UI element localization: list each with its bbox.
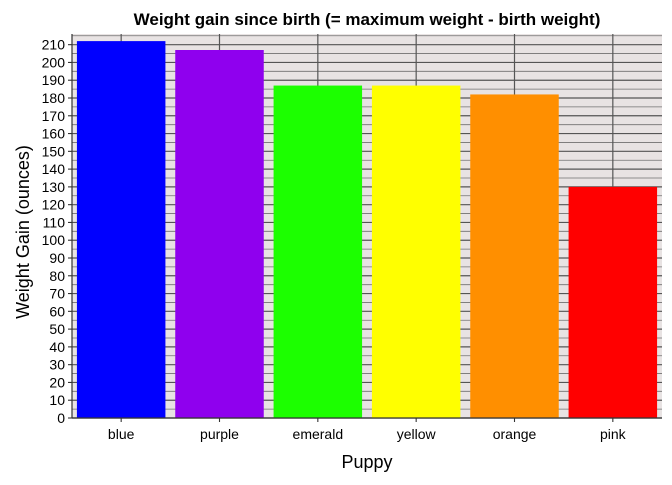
bar-purple <box>175 50 264 418</box>
y-tick-label: 160 <box>42 126 66 142</box>
x-axis-label: Puppy <box>341 452 392 472</box>
y-tick-label: 80 <box>49 268 65 284</box>
y-tick-label: 170 <box>42 108 66 124</box>
y-tick-label: 70 <box>49 286 65 302</box>
y-tick-label: 50 <box>49 321 65 337</box>
x-tick-label-blue: blue <box>108 426 135 442</box>
y-tick-label: 30 <box>49 357 65 373</box>
y-tick-label: 140 <box>42 161 66 177</box>
y-tick-label: 150 <box>42 143 66 159</box>
gridlines <box>72 34 662 419</box>
bar-emerald <box>273 85 363 419</box>
bar-yellow <box>371 85 461 419</box>
bar-blue <box>76 41 166 418</box>
y-tick-label: 10 <box>49 392 65 408</box>
x-tick-label-orange: orange <box>493 426 537 442</box>
y-tick-label: 90 <box>49 250 65 266</box>
x-tick-label-emerald: emerald <box>293 426 344 442</box>
y-tick-label: 210 <box>42 37 66 53</box>
y-axis: 0102030405060708090100110120130140150160… <box>42 34 73 426</box>
y-tick-label: 120 <box>42 197 66 213</box>
y-tick-label: 100 <box>42 232 66 248</box>
y-tick-label: 130 <box>42 179 66 195</box>
y-tick-label: 20 <box>49 374 65 390</box>
y-tick-label: 200 <box>42 54 66 70</box>
y-tick-label: 40 <box>49 339 65 355</box>
y-tick-label: 190 <box>42 72 66 88</box>
x-tick-label-yellow: yellow <box>397 426 437 442</box>
y-tick-label: 0 <box>57 410 65 426</box>
bars <box>76 41 658 419</box>
y-tick-label: 60 <box>49 303 65 319</box>
bar-orange <box>470 94 559 418</box>
x-tick-label-pink: pink <box>600 426 627 442</box>
y-tick-label: 110 <box>43 214 66 230</box>
y-tick-label: 180 <box>42 90 66 106</box>
x-tick-label-purple: purple <box>200 426 239 442</box>
y-axis-label: Weight Gain (ounces) <box>13 145 33 319</box>
chart-title: Weight gain since birth (= maximum weigh… <box>134 10 601 29</box>
x-axis: blue purple emerald yellow orange pink <box>72 417 662 442</box>
bar-pink <box>568 186 658 418</box>
